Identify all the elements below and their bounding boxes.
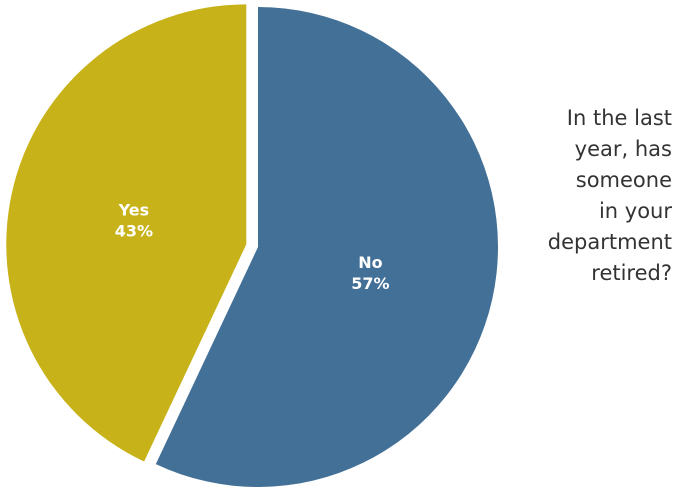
- slice-value-label: 57%: [351, 274, 389, 293]
- chart-title-line: retired?: [591, 261, 672, 285]
- slice-value-label: 43%: [115, 221, 153, 240]
- pie-slice-yes: [6, 4, 247, 462]
- slice-name-label: Yes: [118, 200, 150, 219]
- chart-title-line: year, has: [574, 137, 672, 161]
- chart-title-line: In the last: [566, 106, 672, 130]
- slice-name-label: No: [358, 253, 382, 272]
- chart-title-line: department: [547, 230, 672, 254]
- chart-title: In the last year, has someone in your de…: [492, 103, 672, 289]
- pie-slice-no: [155, 7, 498, 487]
- chart-title-line: in your: [598, 199, 672, 223]
- chart-title-line: someone: [575, 168, 672, 192]
